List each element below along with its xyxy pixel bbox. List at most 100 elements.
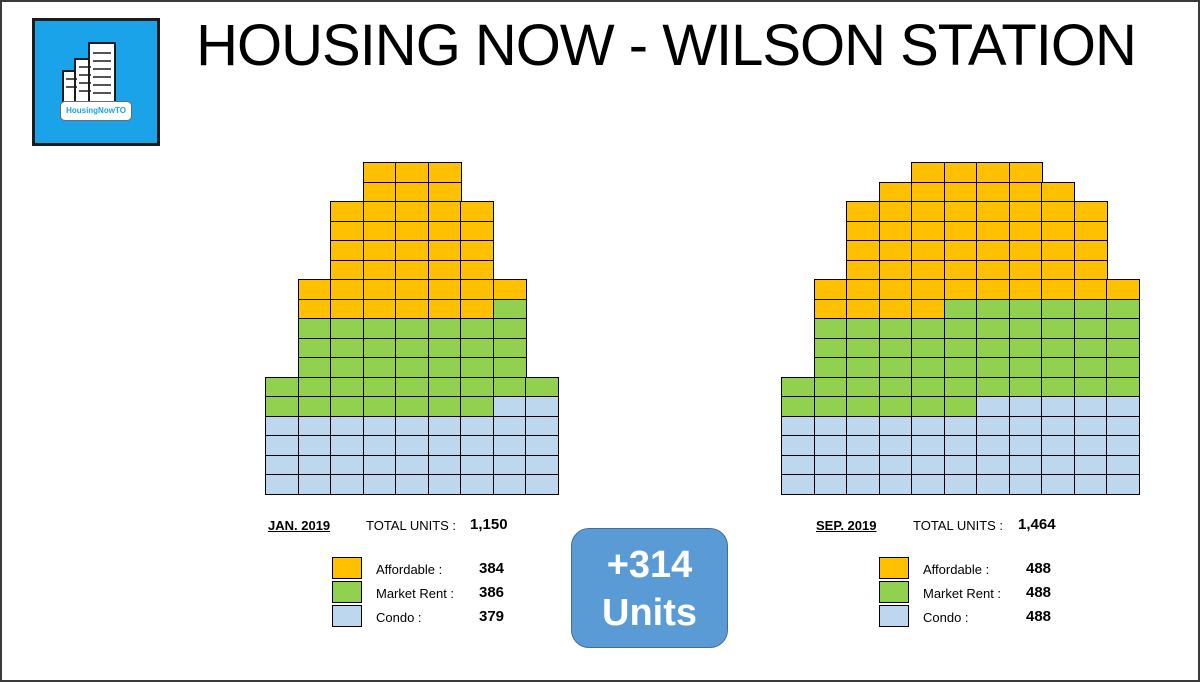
housingnowto-logo: HousingNowTO (32, 18, 160, 146)
condo-unit-block (297, 454, 332, 476)
affordable-unit-block (1073, 240, 1108, 261)
market-rent-unit-block (943, 337, 978, 359)
market-rent-unit-block (492, 318, 527, 339)
affordable-unit-block (976, 240, 1010, 261)
condo-unit-block (1008, 415, 1043, 437)
market-rent-unit-block (976, 357, 1010, 378)
affordable-unit-block (1041, 201, 1075, 222)
market-rent-unit-block (1073, 298, 1108, 320)
affordable-unit-block (362, 259, 397, 281)
legend-label-affordable: Affordable : (923, 562, 990, 577)
affordable-unit-block (911, 298, 945, 320)
condo-unit-block (911, 454, 945, 476)
legend-label-market-rent: Market Rent : (923, 586, 1002, 601)
market-rent-unit-block (460, 396, 494, 417)
market-rent-unit-block (1008, 357, 1043, 378)
condo-unit-block (911, 435, 945, 456)
affordable-unit-block (460, 220, 494, 242)
condo-unit-block (492, 474, 527, 495)
market-rent-unit-block (330, 337, 364, 359)
market-rent-unit-block (395, 337, 429, 359)
buildings-icon (62, 42, 116, 106)
market-rent-unit-block (976, 298, 1010, 320)
market-rent-unit-block (943, 298, 978, 320)
market-rent-unit-block (427, 337, 462, 359)
unit-increase-badge: +314 Units (571, 528, 728, 648)
affordable-unit-block (878, 279, 913, 300)
condo-unit-block (1106, 454, 1140, 476)
unit-increase-label: Units (602, 592, 697, 634)
affordable-unit-block (362, 220, 397, 242)
market-rent-unit-block (460, 318, 494, 339)
market-rent-unit-block (297, 357, 332, 378)
affordable-unit-block (813, 298, 848, 320)
market-rent-unit-block (813, 337, 848, 359)
condo-unit-block (330, 415, 364, 437)
market-rent-unit-block (1106, 337, 1140, 359)
affordable-unit-block (976, 162, 1010, 183)
condo-unit-block (1008, 396, 1043, 417)
condo-unit-block (1106, 435, 1140, 456)
market-rent-unit-block (813, 318, 848, 339)
market-rent-unit-block (943, 357, 978, 378)
condo-unit-block (781, 474, 815, 495)
affordable-unit-block (395, 181, 429, 203)
legend-swatch-market-rent (879, 581, 909, 603)
logo-text: HousingNowTO (60, 101, 132, 121)
condo-unit-block (395, 415, 429, 437)
condo-unit-block (492, 396, 527, 417)
condo-unit-block (330, 454, 364, 476)
affordable-unit-block (1106, 279, 1140, 300)
market-rent-unit-block (362, 357, 397, 378)
market-rent-unit-block (492, 357, 527, 378)
market-rent-unit-block (1073, 357, 1108, 378)
condo-unit-block (297, 474, 332, 495)
condo-unit-block (297, 415, 332, 437)
market-rent-unit-block (362, 318, 397, 339)
affordable-unit-block (492, 279, 527, 300)
affordable-unit-block (911, 240, 945, 261)
market-rent-unit-block (265, 396, 299, 417)
condo-unit-block (460, 474, 494, 495)
market-rent-unit-block (362, 396, 397, 417)
affordable-unit-block (911, 181, 945, 203)
condo-unit-block (525, 396, 559, 417)
condo-unit-block (781, 454, 815, 476)
affordable-unit-block (427, 162, 462, 183)
condo-unit-block (943, 454, 978, 476)
condo-unit-block (265, 435, 299, 456)
condo-unit-block (1008, 435, 1043, 456)
market-rent-unit-block (1073, 376, 1108, 398)
condo-unit-block (1041, 415, 1075, 437)
market-rent-unit-block (297, 337, 332, 359)
affordable-unit-block (362, 181, 397, 203)
condo-unit-block (1041, 396, 1075, 417)
affordable-unit-block (878, 201, 913, 222)
affordable-unit-block (1041, 279, 1075, 300)
market-rent-unit-block (813, 376, 848, 398)
market-rent-unit-block (330, 357, 364, 378)
legend-swatch-condo (879, 605, 909, 627)
market-rent-unit-block (878, 318, 913, 339)
condo-unit-block (1106, 396, 1140, 417)
market-rent-unit-block (460, 357, 494, 378)
affordable-unit-block (427, 298, 462, 320)
condo-unit-block (427, 454, 462, 476)
condo-unit-block (781, 415, 815, 437)
condo-unit-block (460, 435, 494, 456)
condo-unit-block (846, 415, 880, 437)
market-rent-unit-block (1041, 298, 1075, 320)
market-rent-unit-block (813, 357, 848, 378)
affordable-unit-block (330, 259, 364, 281)
market-rent-unit-block (395, 357, 429, 378)
condo-unit-block (878, 435, 913, 456)
condo-unit-block (943, 474, 978, 495)
affordable-unit-block (362, 279, 397, 300)
legend-value-market-rent: 488 (1026, 584, 1052, 601)
affordable-unit-block (427, 220, 462, 242)
condo-unit-block (265, 474, 299, 495)
affordable-unit-block (427, 259, 462, 281)
affordable-unit-block (395, 279, 429, 300)
market-rent-unit-block (1008, 298, 1043, 320)
market-rent-unit-block (846, 318, 880, 339)
